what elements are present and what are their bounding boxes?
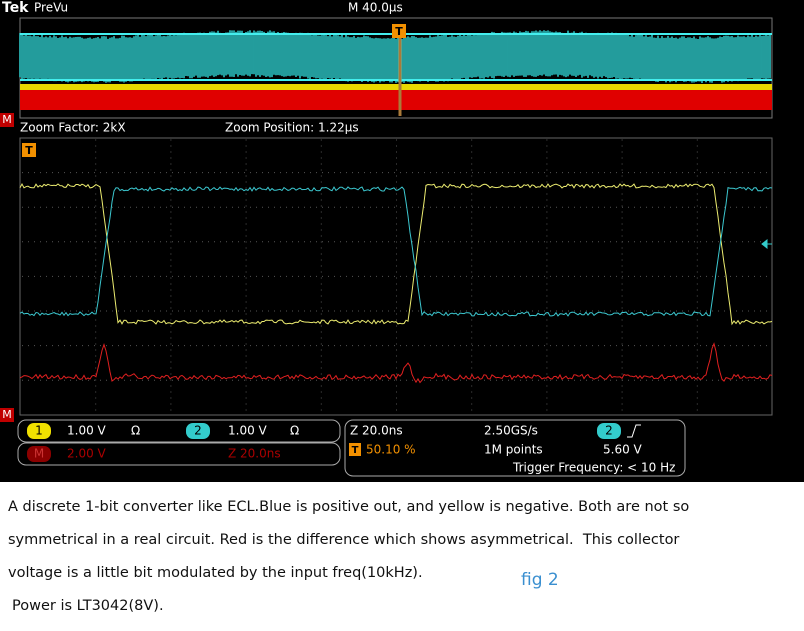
preview-yellow xyxy=(20,84,772,92)
waveforms xyxy=(19,182,773,384)
channel-box xyxy=(17,419,341,443)
trigger-level: 5.60 V xyxy=(603,443,643,457)
preview-red xyxy=(20,90,772,110)
graticule-frame xyxy=(19,137,773,416)
ch2-badge xyxy=(186,423,210,439)
caption-line: voltage is a little bit modulated by the… xyxy=(8,565,423,581)
preview-cyan xyxy=(19,30,772,83)
caption-line: A discrete 1-bit converter like ECL.Blue… xyxy=(8,499,689,515)
trigger-source: 2 xyxy=(605,424,613,438)
ch2-label: 2 xyxy=(194,424,202,438)
trigger-pos-badge xyxy=(349,443,361,456)
cyan-trace xyxy=(19,186,773,317)
math-marker: M xyxy=(2,408,12,421)
trigger-frequency: Trigger Frequency: < 10 Hz xyxy=(512,461,675,475)
zoom-factor: Zoom Factor: 2kX xyxy=(20,121,126,135)
zoom-position: Zoom Position: 1.22µs xyxy=(225,121,359,135)
graticule xyxy=(22,139,767,411)
brand: Tek xyxy=(2,0,29,16)
math-label-badge xyxy=(27,446,51,462)
red-trace xyxy=(19,342,773,384)
math-label: M xyxy=(34,447,44,461)
ch1-scale: 1.00 V xyxy=(67,424,107,438)
ch1-label: 1 xyxy=(35,424,43,438)
yellow-trace xyxy=(19,182,773,326)
ch1-badge xyxy=(27,423,51,439)
ch1-coupling: Ω xyxy=(131,424,140,438)
math-badge xyxy=(0,113,14,127)
math-scale: 2.00 V xyxy=(67,447,107,461)
mode: PreVu xyxy=(34,1,68,15)
caption-line: Power is LT3042(8V). xyxy=(12,598,164,614)
ch2-scale: 1.00 V xyxy=(228,424,268,438)
grid-dots xyxy=(22,139,767,411)
math-badge xyxy=(0,408,14,422)
preview-cyan-lines xyxy=(19,30,771,83)
acq-zoom: Z 20.0ns xyxy=(350,424,403,438)
trigger-level-arrow xyxy=(761,238,772,250)
caption-line: symmetrical in a real circuit. Red is th… xyxy=(8,532,679,548)
trigger-source-badge xyxy=(597,423,621,439)
record-length: 1M points xyxy=(484,443,543,457)
trigger-marker: T xyxy=(395,25,403,38)
trigger-position: 50.10 % xyxy=(366,443,416,457)
math-box xyxy=(17,442,341,466)
timebase: M 40.0µs xyxy=(348,1,403,15)
zoom-trigger-marker: T xyxy=(25,144,33,157)
trigger-badge xyxy=(392,24,406,38)
trigger-slope-icon xyxy=(627,424,641,438)
figure-label: fig 2 xyxy=(521,570,559,590)
math-zoom: Z 20.0ns xyxy=(228,447,281,461)
trigger-pos-marker: T xyxy=(352,445,359,456)
math-marker: M xyxy=(2,113,12,126)
ch2-coupling: Ω xyxy=(290,424,299,438)
sample-rate: 2.50GS/s xyxy=(484,424,538,438)
zoom-trigger-badge xyxy=(22,143,36,157)
acquisition-box xyxy=(344,419,686,477)
